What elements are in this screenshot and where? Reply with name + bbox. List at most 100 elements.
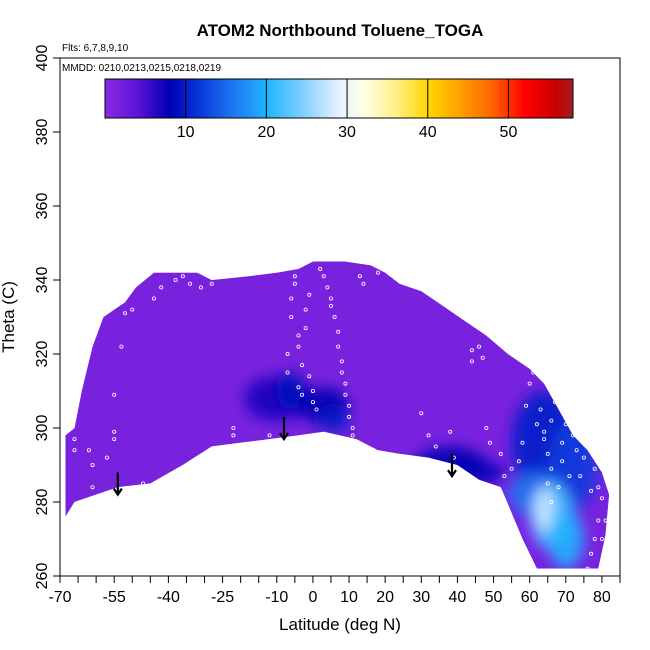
sample-point bbox=[545, 451, 550, 456]
sample-point bbox=[596, 518, 601, 523]
sample-point bbox=[231, 433, 236, 438]
colorbar: 10 20 30 40 50 bbox=[104, 78, 574, 141]
x-tick-label: -40 bbox=[157, 589, 180, 606]
sample-point bbox=[332, 314, 337, 319]
x-tick-label: -25 bbox=[211, 589, 234, 606]
sample-point bbox=[350, 433, 355, 438]
x-tick-label: 10 bbox=[340, 589, 358, 606]
sample-point bbox=[603, 518, 608, 523]
x-tick-label: 0 bbox=[308, 589, 317, 606]
sample-point bbox=[307, 374, 312, 379]
sample-point bbox=[296, 344, 301, 349]
sample-point bbox=[589, 488, 594, 493]
sample-point bbox=[592, 537, 597, 542]
sample-point bbox=[300, 392, 305, 397]
sample-point bbox=[563, 422, 568, 427]
sample-point bbox=[390, 270, 395, 275]
sample-point bbox=[198, 285, 203, 290]
sample-point bbox=[112, 437, 117, 442]
sample-point bbox=[571, 433, 576, 438]
x-axis-title: Latitude (deg N) bbox=[279, 615, 401, 634]
sample-point bbox=[592, 466, 597, 471]
sample-point bbox=[581, 455, 586, 460]
y-tick-label: 380 bbox=[34, 119, 51, 146]
sample-point bbox=[509, 466, 514, 471]
sample-point bbox=[480, 355, 485, 360]
sample-points bbox=[72, 266, 608, 571]
sample-point bbox=[303, 307, 308, 312]
sample-point bbox=[347, 414, 352, 419]
descent-arrows bbox=[112, 416, 457, 497]
sample-point bbox=[159, 285, 164, 290]
sample-point bbox=[487, 440, 492, 445]
sample-point bbox=[151, 296, 156, 301]
colorbar-ticks: 10 20 30 40 50 bbox=[177, 79, 518, 141]
sample-point bbox=[477, 344, 482, 349]
concentration-patch bbox=[320, 409, 350, 432]
concentration-patch bbox=[276, 372, 306, 410]
dates-note: MMDD: 0210,0213,0215,0218,0219 bbox=[62, 63, 221, 74]
y-tick-label: 340 bbox=[34, 267, 51, 294]
colorbar-gradient bbox=[104, 78, 574, 119]
descent-arrow bbox=[447, 453, 457, 479]
sample-point bbox=[350, 425, 355, 430]
sample-point bbox=[303, 326, 308, 331]
sample-point bbox=[173, 277, 178, 282]
sample-point bbox=[426, 433, 431, 438]
sample-point bbox=[599, 496, 604, 501]
sample-point bbox=[516, 459, 521, 464]
sample-point bbox=[560, 440, 565, 445]
sample-point bbox=[484, 425, 489, 430]
sample-point bbox=[119, 344, 124, 349]
concentration-field bbox=[65, 261, 610, 569]
x-tick-label: -70 bbox=[48, 589, 71, 606]
colorbar-tick-label: 50 bbox=[500, 124, 518, 141]
x-tick-label: 50 bbox=[485, 589, 503, 606]
sample-point bbox=[549, 418, 554, 423]
sample-point bbox=[549, 499, 554, 504]
sample-point bbox=[292, 274, 297, 279]
sample-point bbox=[325, 285, 330, 290]
plot-frame bbox=[59, 57, 621, 577]
sample-point bbox=[285, 370, 290, 375]
sample-point bbox=[502, 474, 507, 479]
sample-point bbox=[72, 448, 77, 453]
sample-point bbox=[141, 481, 146, 486]
concentration-patch bbox=[547, 509, 584, 569]
sample-point bbox=[433, 444, 438, 449]
sample-point bbox=[531, 370, 536, 375]
sample-point bbox=[534, 422, 539, 427]
sample-point bbox=[231, 425, 236, 430]
sample-point bbox=[112, 392, 117, 397]
sample-point bbox=[419, 411, 424, 416]
plot-area bbox=[65, 261, 610, 571]
y-axis: 260 280 300 320 340 360 380 400 bbox=[34, 45, 60, 589]
y-tick-label: 320 bbox=[34, 341, 51, 368]
sample-point bbox=[596, 485, 601, 490]
sample-point bbox=[357, 274, 362, 279]
y-tick-label: 400 bbox=[34, 45, 51, 72]
sample-point bbox=[375, 270, 380, 275]
x-tick-label: 60 bbox=[521, 589, 539, 606]
x-tick-label: 70 bbox=[557, 589, 575, 606]
sample-point bbox=[556, 485, 561, 490]
x-tick-label: 30 bbox=[412, 589, 430, 606]
sample-point bbox=[321, 274, 326, 279]
sample-point bbox=[90, 485, 95, 490]
sample-point bbox=[397, 277, 402, 282]
sample-point bbox=[267, 433, 272, 438]
sample-point bbox=[310, 388, 315, 393]
sample-point bbox=[574, 448, 579, 453]
sample-point bbox=[524, 403, 529, 408]
sample-point bbox=[180, 274, 185, 279]
sample-point bbox=[336, 329, 341, 334]
sample-point bbox=[86, 448, 91, 453]
x-tick-label: 80 bbox=[593, 589, 611, 606]
x-tick-label: 40 bbox=[449, 589, 467, 606]
sample-point bbox=[585, 566, 590, 571]
chart-title: ATOM2 Northbound Toluene_TOGA bbox=[197, 21, 484, 40]
sample-point bbox=[560, 459, 565, 464]
sample-point bbox=[448, 429, 453, 434]
sample-point bbox=[130, 307, 135, 312]
